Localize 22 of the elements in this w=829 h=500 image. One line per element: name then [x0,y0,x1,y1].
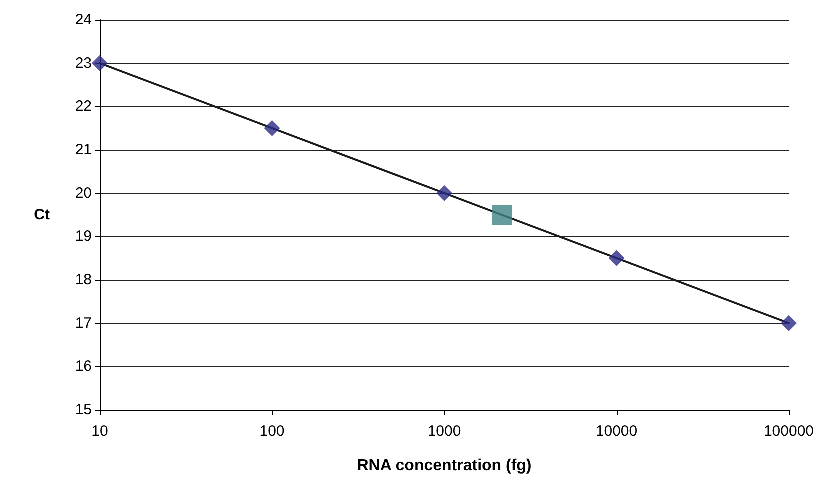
point [92,55,108,72]
y-tick-label: 18 [75,272,92,288]
point [436,185,452,202]
y-tick-label: 16 [75,358,92,376]
y-tick-label: 17 [75,314,92,332]
point [264,120,280,136]
x-tick-label: 100000 [764,423,814,440]
x-tick-label: 100 [260,423,285,440]
x-tick-label: 1000 [428,423,462,440]
point [608,250,625,266]
x-tick-label: 10 [92,423,108,440]
x-axis-title: RNA concentration (fg) [357,458,532,474]
y-tick-label: 19 [75,228,92,246]
y-tick-label: 23 [75,54,92,72]
y-tick-label: 15 [75,402,92,418]
y-tick-label: 22 [75,98,92,116]
y-tick-label: 24 [75,12,92,28]
y-axis-title: Ct [34,206,50,224]
y-tick-label: 20 [75,184,92,202]
point [781,315,797,332]
y-tick-label: 21 [75,142,92,158]
x-tick-label: 10000 [596,423,638,440]
